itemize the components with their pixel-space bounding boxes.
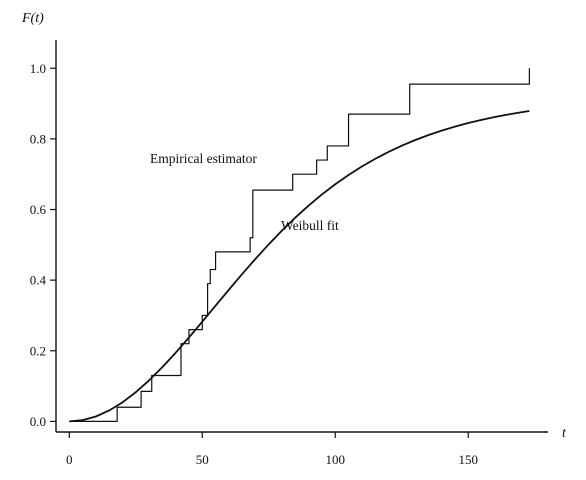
y-tick-label: 1.0 (30, 61, 46, 76)
y-tick-label: 0.8 (30, 131, 46, 146)
empirical-step-line (69, 68, 530, 423)
y-tick-label: 0.2 (30, 343, 46, 358)
annotation-empirical: Empirical estimator (150, 151, 257, 166)
y-tick-label: 0.0 (30, 414, 46, 429)
x-axis-label: t (562, 426, 567, 441)
annotation-weibull: Weibull fit (281, 218, 339, 233)
x-tick-label: 100 (325, 452, 345, 467)
ticks: 0.0 0.2 0.4 0.6 0.8 1.0 0 50 100 150 (30, 61, 478, 467)
series (69, 68, 530, 423)
x-tick-label: 50 (196, 452, 209, 467)
y-tick-label: 0.6 (30, 202, 47, 217)
weibull-fit-curve (69, 110, 530, 423)
y-axis-label: F(t) (21, 11, 44, 26)
x-tick-label: 0 (66, 452, 73, 467)
x-tick-label: 150 (458, 452, 478, 467)
y-tick-label: 0.4 (30, 273, 47, 288)
axes (55, 40, 548, 433)
